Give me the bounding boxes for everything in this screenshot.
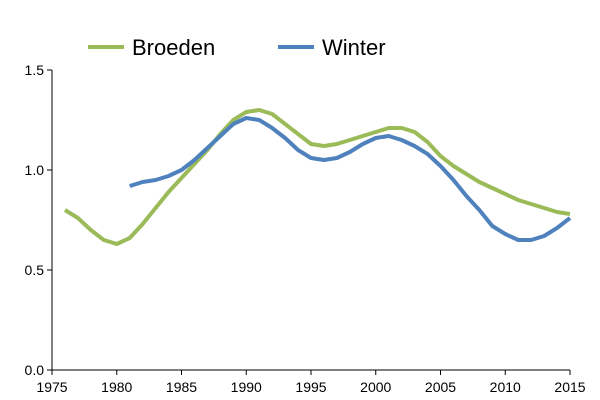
y-tick-label: 1.0: [25, 162, 45, 178]
x-tick-label: 1975: [36, 379, 67, 395]
chart-series: [63, 108, 572, 246]
x-tick-label: 2010: [490, 379, 521, 395]
x-tick-label: 2000: [360, 379, 391, 395]
legend-label: Winter: [322, 35, 386, 60]
legend-label: Broeden: [132, 35, 215, 60]
legend-item-broeden: Broeden: [88, 35, 215, 60]
y-tick-label: 0.0: [25, 362, 45, 378]
series-line: [63, 108, 571, 246]
series-winter: [129, 116, 572, 242]
chart-legend: Broeden Winter: [88, 35, 386, 60]
y-axis-ticks: 0.0 0.5 1.0 1.5: [25, 62, 52, 378]
series-broeden: [63, 108, 571, 246]
series-line: [129, 116, 572, 242]
x-axis-ticks: 1975 1980 1985 1990 1995 2000 2005 2010 2015: [36, 370, 586, 395]
x-tick-label: 1990: [231, 379, 262, 395]
y-tick-label: 1.5: [25, 62, 45, 78]
x-tick-label: 1980: [101, 379, 132, 395]
chart-axes: 0.0 0.5 1.0 1.5 1975 1980 1985 1990 1995 2000 200…: [25, 62, 586, 395]
legend-item-winter: Winter: [278, 35, 386, 60]
y-tick-label: 0.5: [25, 262, 45, 278]
x-tick-label: 2015: [554, 379, 585, 395]
x-tick-label: 2005: [425, 379, 456, 395]
x-tick-label: 1985: [166, 379, 197, 395]
x-tick-label: 1995: [295, 379, 326, 395]
